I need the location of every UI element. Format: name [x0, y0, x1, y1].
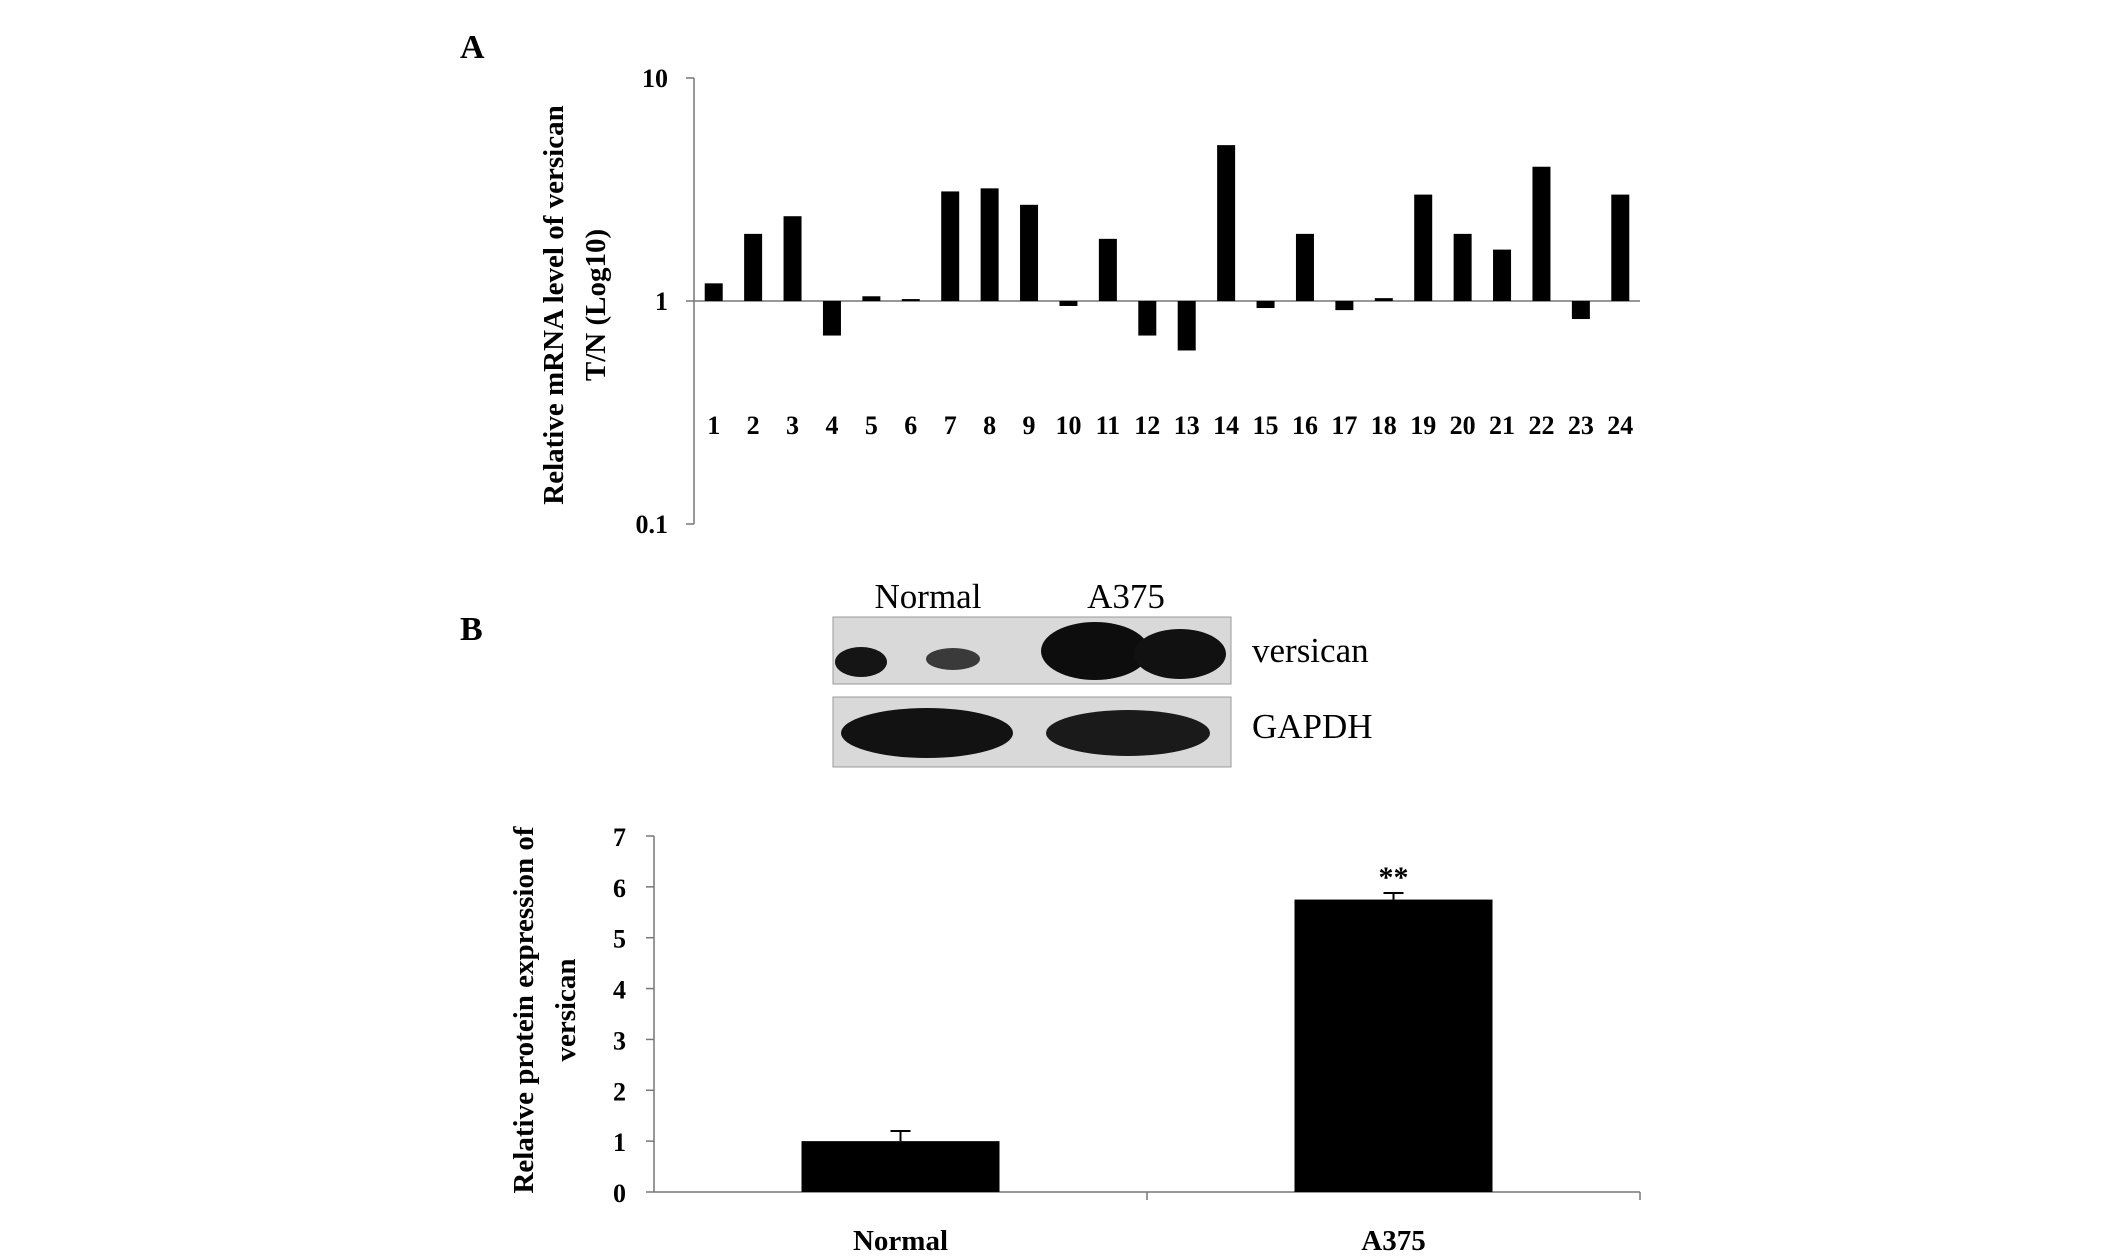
chart-a-bar — [1453, 233, 1472, 301]
chart-a-bar — [822, 301, 841, 336]
band-gapdh-normal — [841, 708, 1013, 758]
chart-a-x-tick-label: 10 — [1055, 411, 1081, 440]
chart-b-y-tick-label: 2 — [613, 1077, 626, 1106]
chart-a-x-tick-label: 12 — [1134, 411, 1160, 440]
chart-b: Relative protein expression of versican … — [508, 823, 1641, 1256]
chart-a-bar — [980, 188, 999, 301]
blot-lane-label-normal: Normal — [875, 577, 982, 616]
chart-a-x-tick-label: 14 — [1213, 411, 1239, 440]
chart-a-bar — [1571, 301, 1590, 320]
chart-a-bar — [1020, 204, 1039, 301]
chart-a-x-tick-label: 8 — [983, 411, 996, 440]
chart-a-x-tick-label: 21 — [1489, 411, 1515, 440]
chart-a-y-tick-label: 10 — [642, 64, 668, 93]
band-versican-normal-1 — [835, 647, 887, 677]
chart-a-x-tick-label: 16 — [1292, 411, 1318, 440]
chart-a-bar — [783, 216, 802, 301]
chart-b-y-axis-title-line1: Relative protein expression of — [508, 826, 540, 1193]
panel-b-letter: B — [460, 611, 483, 648]
chart-a-bar — [1611, 194, 1630, 301]
blot-row-label-gapdh: GAPDH — [1252, 707, 1373, 746]
chart-a-bar — [941, 191, 960, 301]
chart-a-x-tick-label: 22 — [1528, 411, 1554, 440]
chart-a-x-tick-label: 17 — [1331, 411, 1357, 440]
chart-a-x-tick-label: 23 — [1568, 411, 1594, 440]
blot-lane-label-a375: A375 — [1087, 577, 1165, 616]
chart-a-x-tick-label: 24 — [1607, 411, 1633, 440]
chart-a-x-tick-label: 19 — [1410, 411, 1436, 440]
chart-a-x-tick-label: 6 — [904, 411, 917, 440]
chart-b-y-tick-label: 1 — [613, 1128, 626, 1157]
chart-b-significance-label: ** — [1379, 861, 1409, 894]
chart-b-y-tick-label: 7 — [613, 823, 626, 852]
chart-a-x-tick-label: 9 — [1023, 411, 1036, 440]
band-versican-a375-1 — [1041, 622, 1149, 680]
band-gapdh-a375 — [1046, 710, 1210, 756]
chart-a-bar — [1177, 301, 1196, 351]
chart-a-bar — [1098, 238, 1117, 301]
chart-a-bar — [1059, 301, 1078, 306]
chart-a-y-axis-title-line1: Relative mRNA level of versican — [538, 105, 570, 504]
panel-a-letter: A — [460, 29, 485, 66]
chart-a-y-tick-label: 0.1 — [636, 510, 669, 539]
chart-a-x-tick-label: 4 — [825, 411, 838, 440]
chart-a-x-tick-label: 20 — [1450, 411, 1476, 440]
chart-b-bar — [801, 1141, 1000, 1192]
chart-a-bar — [1532, 166, 1551, 301]
chart-a-bar — [1217, 145, 1236, 301]
chart-a-bar — [1295, 233, 1314, 301]
chart-b-y-axis-title-line2: versican — [550, 958, 582, 1061]
chart-a-bar — [744, 233, 763, 301]
chart-a: Relative mRNA level of versican T/N (Log… — [538, 64, 1640, 539]
chart-a-bar — [704, 283, 723, 301]
chart-a-x-tick-label: 11 — [1096, 411, 1121, 440]
band-versican-a375-2 — [1134, 629, 1226, 679]
chart-a-bar — [862, 296, 881, 301]
chart-b-y-tick-label: 5 — [613, 925, 626, 954]
chart-a-x-tick-label: 13 — [1174, 411, 1200, 440]
chart-b-bar — [1294, 899, 1493, 1192]
chart-a-bar — [1493, 249, 1512, 301]
chart-b-y-tick-label: 0 — [613, 1179, 626, 1208]
chart-a-x-tick-label: 1 — [707, 411, 720, 440]
western-blot: Normal A375 versican GAPDH — [832, 577, 1373, 768]
chart-a-x-tick-label: 3 — [786, 411, 799, 440]
chart-a-x-tick-label: 18 — [1371, 411, 1397, 440]
chart-a-bar — [901, 299, 920, 302]
chart-a-x-tick-label: 2 — [747, 411, 760, 440]
chart-a-y-axis-title-line2: T/N (Log10) — [580, 229, 612, 381]
chart-a-bar — [1374, 298, 1393, 301]
chart-a-x-tick-label: 7 — [944, 411, 957, 440]
chart-a-bar — [1138, 301, 1157, 336]
chart-a-bar — [1335, 301, 1354, 311]
chart-b-y-tick-label: 6 — [613, 874, 626, 903]
blot-row-label-versican: versican — [1252, 631, 1369, 670]
chart-a-bar — [1414, 194, 1433, 301]
chart-a-x-tick-label: 15 — [1253, 411, 1279, 440]
chart-b-x-tick-label: Normal — [853, 1225, 948, 1256]
chart-b-y-tick-label: 4 — [613, 976, 626, 1005]
band-versican-normal-2 — [926, 648, 980, 670]
chart-a-x-tick-label: 5 — [865, 411, 878, 440]
chart-a-y-tick-label: 1 — [655, 287, 668, 316]
chart-a-bar — [1256, 301, 1275, 309]
chart-b-y-tick-label: 3 — [613, 1026, 626, 1055]
chart-b-x-tick-label: A375 — [1361, 1225, 1425, 1256]
